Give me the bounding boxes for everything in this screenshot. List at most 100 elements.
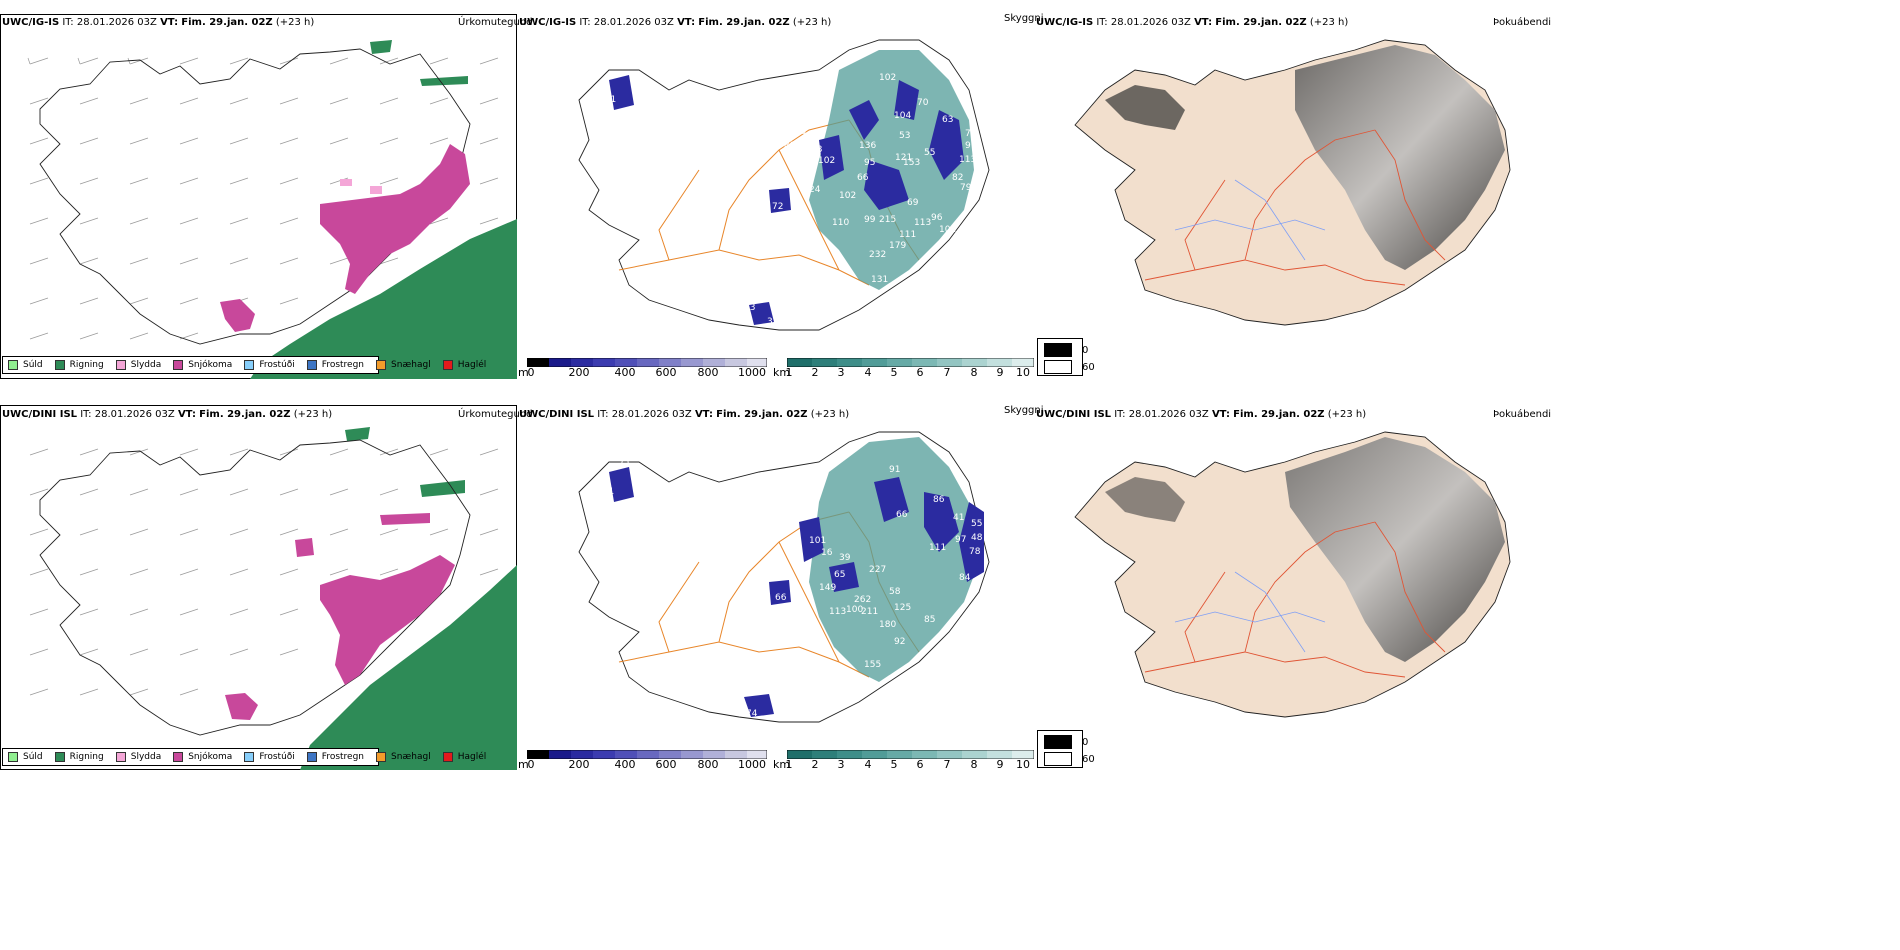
lead-time: (+23 h) [275,17,315,28]
cloudbase-label: 111 [899,230,916,240]
rivers [1174,571,1326,653]
road-network [618,511,920,678]
tick-label: 600 [655,758,677,771]
init-value: 28.01.2026 03Z [1128,409,1209,420]
tick-label: 800 [697,758,719,771]
tick-label: 6 [916,758,924,771]
rain-area [300,565,517,770]
legend-item: Frostúði [244,752,295,762]
cloudbase-labels-bottom: 73 101 59 82 101 16 91 66 86 41 55 48 78… [597,460,983,719]
cloudbase-label: 93 [811,145,822,155]
tick-label: 9 [996,758,1004,771]
cloudbase-label: 79 [960,183,972,193]
cloudbase-label: 136 [859,141,876,151]
tick-label: 8 [970,758,978,771]
tick-label: 8 [970,366,978,379]
legend-item: Snæhagl [376,360,431,370]
model-name: UWC/IG-IS [519,17,577,28]
cloudbase-label: 16 [821,548,833,558]
fog-shading [1285,437,1505,662]
tick-label: 400 [614,366,636,379]
tick-label: 4 [864,758,872,771]
visibility-title-bottom: Skyggni [1004,405,1044,416]
snow-patch [225,513,430,720]
fog-legend-item: 60 [1044,360,1095,374]
cloudbase-label: 74 [746,709,758,719]
lead-time: (+23 h) [792,17,832,28]
valid-label: VT: [1211,409,1230,420]
tick-label: 0 [527,758,535,771]
cloudbase-unit-bottom: m [518,758,529,771]
legend-item: Rigning [54,752,104,762]
snow-area [320,555,455,685]
cloudbase-label: 121 [895,153,912,163]
cloudbase-colorbar-top [527,358,767,367]
lead-time: (+23 h) [810,409,850,420]
cloudbase-label: 97 [965,141,976,151]
rain-patch [345,427,465,497]
visibility-map-bottom: 73 101 59 82 101 16 91 66 86 41 55 48 78… [578,431,990,723]
sleet-patch [340,179,382,194]
valid-label: VT: [160,17,179,28]
cloudbase-label: 179 [889,241,906,251]
cloudbase-label: 80 [789,108,801,118]
cloudbase-label: 262 [854,595,871,605]
cloudbase-label: 72 [772,202,783,212]
coastline [578,39,990,331]
init-label: IT: [62,17,74,28]
legend-item: Snjókoma [173,752,232,762]
init-label: IT: [80,409,92,420]
rain-patch [370,40,468,86]
cloudbase-label: 99 [864,215,876,225]
cloudbase-label: 110 [832,218,849,228]
init-value: 28.01.2026 03Z [76,17,157,28]
tick-label: 800 [697,366,719,379]
cloudbase-label: 113 [914,218,931,228]
cloudbase-label: 110 [789,127,806,137]
model-name: UWC/IG-IS [1036,17,1094,28]
legend-item: Slydda [115,360,161,370]
cloudbase-colorbar-bottom [527,750,767,759]
valid-value: Fim. 29.jan. 02Z [199,409,291,420]
tick-label: 1000 [738,366,766,379]
legend-item: Frostregn [306,752,364,762]
road-network [1144,521,1446,678]
tick-label: 4 [864,366,872,379]
fog-shading-nw [1105,477,1185,522]
visibility-ticks-bottom: 1 2 3 4 5 6 7 8 9 10 [786,758,1034,772]
legend-item: Snæhagl [376,752,431,762]
cloudbase-label: 84 [959,573,971,583]
legend-item: Haglél [442,752,486,762]
tick-label: 0 [527,366,535,379]
init-value: 28.01.2026 03Z [611,409,692,420]
tick-label: 3 [837,758,845,771]
cloudbase-label: 66 [857,173,869,183]
tick-label: 3 [837,366,845,379]
cloudbase-label: 63 [744,303,755,313]
precip-title-bottom: Úrkomutegund [458,409,533,420]
cloudbase-label: 111 [929,543,946,553]
cloudbase-label: 66 [775,593,787,603]
cloudbase-unit-top: m [518,366,529,379]
row-header-top-2: UWC/IG-IS IT: 28.01.2026 03Z VT: Fim. 29… [519,17,831,28]
row-header-bottom-3: UWC/DINI ISL IT: 28.01.2026 03Z VT: Fim.… [1036,409,1366,420]
init-value: 28.01.2026 03Z [1110,17,1191,28]
wind-barbs [27,57,499,340]
legend-item: Súld [8,752,43,762]
tick-label: 600 [655,366,677,379]
cloudbase-label: 215 [879,215,896,225]
tick-label: 1 [785,366,793,379]
row-header-bottom: UWC/DINI ISL IT: 28.01.2026 03Z VT: Fim.… [2,409,332,420]
tick-label: 7 [943,366,951,379]
legend-item: Haglél [442,360,486,370]
row-header-top: UWC/IG-IS IT: 28.01.2026 03Z VT: Fim. 29… [2,17,314,28]
fog-shading [1295,45,1505,270]
tick-label: 400 [614,758,636,771]
cloudbase-label: 33 [767,317,778,327]
precip-map-top [27,40,517,379]
valid-label: VT: [677,17,696,28]
cloudbase-label: 211 [861,607,878,617]
cloudbase-label: 88 [784,141,796,151]
cloudbase-label: 113 [959,155,976,165]
road-network [618,119,920,286]
